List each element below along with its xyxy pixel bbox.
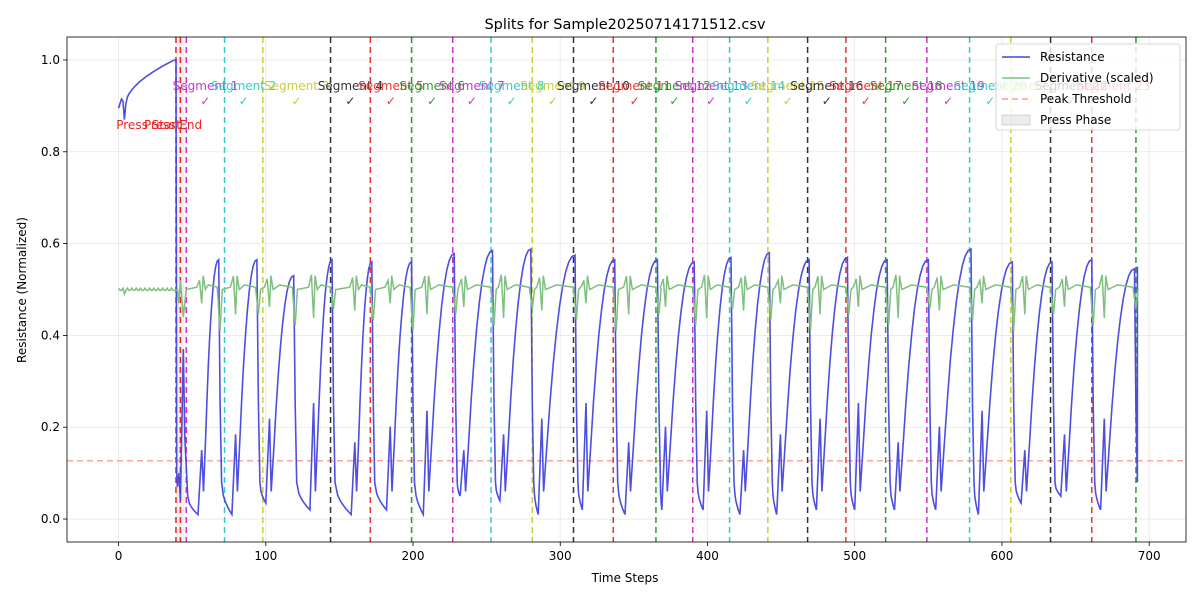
legend-label: Derivative (scaled) [1040,71,1154,85]
x-tick-label: 300 [549,549,572,563]
x-tick-label: 500 [843,549,866,563]
segment-label: Segment 19 [912,79,985,93]
y-tick-label: 0.0 [41,512,60,526]
segment-label: Segment 5 [358,79,423,93]
segment-checkmark: ✓ [630,94,640,108]
x-tick-label: 100 [254,549,277,563]
segment-label: Segment 13 [675,79,748,93]
legend-swatch [1001,114,1031,126]
y-axis-label: Resistance (Normalized) [15,217,29,363]
segment-label: Segment 14 [712,79,785,93]
y-tick-label: 1.0 [41,53,60,67]
segment-label: Segment 2 [211,79,276,93]
segment-label: Segment 3 [264,79,329,93]
segment-checkmark: ✓ [985,94,995,108]
segment-label: Segment 1 [173,79,238,93]
segment-checkmark: ✓ [901,94,911,108]
segment-checkmark: ✓ [200,94,210,108]
segment-label: Segment 18 [870,79,943,93]
segment-checkmark: ✓ [861,94,871,108]
y-tick-label: 0.8 [41,145,60,159]
x-tick-label: 200 [402,549,425,563]
segment-checkmark: ✓ [588,94,598,108]
chart-title: Splits for Sample20250714171512.csv [484,17,766,33]
x-tick-label: 600 [991,549,1014,563]
y-tick-label: 0.6 [41,237,60,251]
segment-checkmark: ✓ [427,94,437,108]
segment-checkmark: ✓ [507,94,517,108]
segment-checkmark: ✓ [467,94,477,108]
segment-checkmark: ✓ [345,94,355,108]
x-tick-label: 0 [115,549,123,563]
x-tick-label: 400 [696,549,719,563]
press-end-label: Press End [144,118,202,132]
legend-label: Press Phase [1040,113,1111,127]
segment-label: Segment 7 [439,79,504,93]
segment-label: Segment 16 [790,79,863,93]
axes-frame [66,36,1187,543]
legend: Resistance Derivative (scaled) Peak Thresh… [995,43,1181,131]
segment-label: Segment 9 [520,79,585,93]
derivative-series-line [117,274,1139,331]
legend-label: Resistance [1040,50,1105,64]
segment-label: Segment 15 [751,79,824,93]
segment-checkmark: ✓ [292,94,302,108]
segment-checkmark: ✓ [548,94,558,108]
legend-label: Peak Threshold [1040,92,1131,106]
segment-label: Segment 6 [399,79,464,93]
resistance-series-line [117,59,1139,518]
legend-box [995,43,1181,131]
segment-label: Segment 4 [318,79,383,93]
x-axis-label: Time Steps [591,571,659,585]
segment-checkmark: ✓ [386,94,396,108]
segment-label: Segment 10 [557,79,630,93]
segment-checkmark: ✓ [706,94,716,108]
segment-checkmark: ✓ [783,94,793,108]
axes: 0 100 200 300 400 500 600 700 0.0 0.2 0.4 0.6 0.8 1.0 [41,36,1187,563]
segment-checkmark: ✓ [943,94,953,108]
segment-label: Segment 17 [829,79,902,93]
press-start-label: Press Start [116,118,181,132]
y-tick-label: 0.2 [41,420,60,434]
segment-checkmark: ✓ [669,94,679,108]
y-tick-label: 0.4 [41,328,60,342]
segment-checkmark: ✓ [822,94,832,108]
segment-label: Segment 11 [598,79,671,93]
segment-checkmark: ✓ [239,94,249,108]
segment-label: Segment 12 [638,79,711,93]
segment-checkmark: ✓ [744,94,754,108]
segment-label: Segment 8 [479,79,544,93]
x-tick-label: 700 [1138,549,1161,563]
